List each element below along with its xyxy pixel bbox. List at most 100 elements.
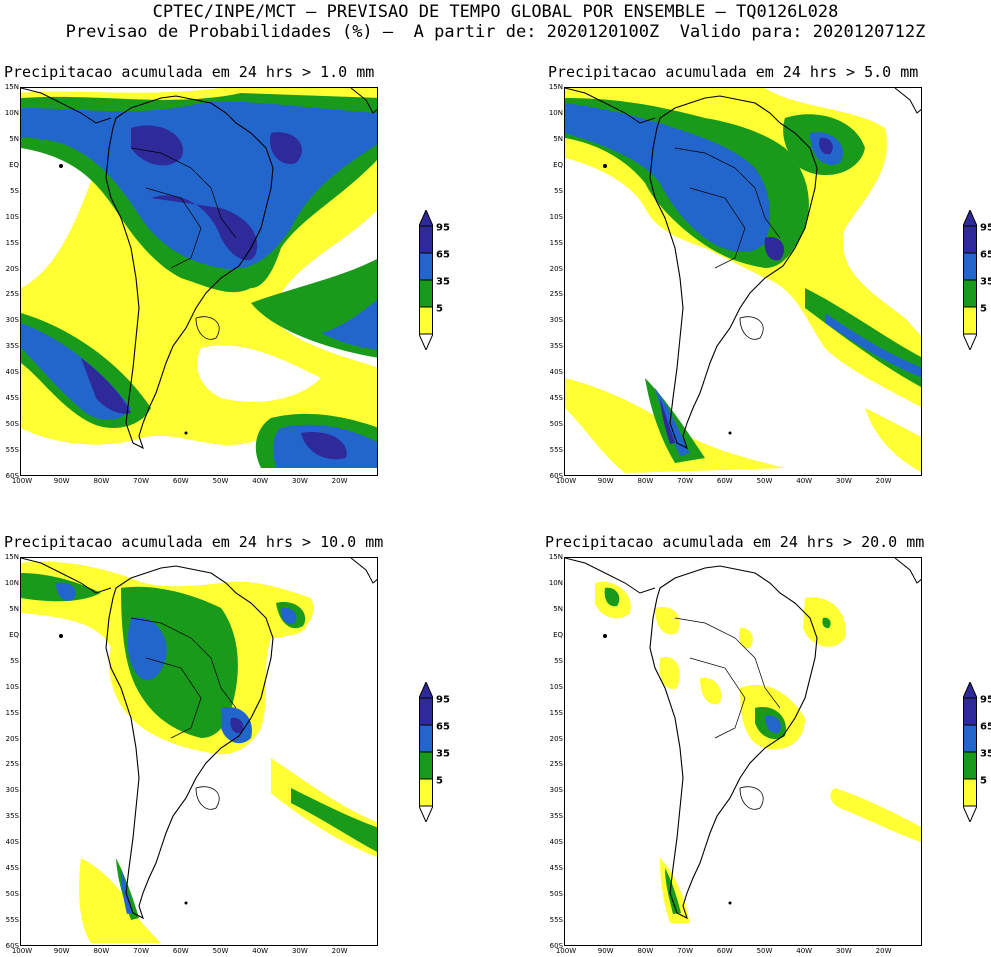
map-area	[20, 557, 378, 946]
lat-tick-label: 10S	[549, 682, 563, 691]
lat-tick-label: 5S	[554, 186, 563, 195]
colorbar-svg	[963, 682, 977, 822]
lat-tick-label: 25S	[5, 760, 19, 769]
lat-tick-label: 60S	[5, 472, 19, 480]
lat-tick-label: 30S	[5, 786, 19, 795]
lon-tick-label: 30W	[291, 477, 308, 485]
lat-tick-label: 5N	[9, 134, 19, 143]
colorbar-top-arrow	[963, 210, 977, 227]
lat-tick-label: EQ	[9, 160, 19, 169]
colorbar-segment	[963, 751, 977, 780]
lat-tick-label: 20S	[549, 734, 563, 743]
lat-tick-label: 15S	[549, 238, 563, 247]
lat-tick-label: 40S	[5, 368, 19, 377]
colorbar-label: 5	[980, 775, 987, 787]
colorbar-label: 35	[436, 276, 450, 288]
colorbar-segment	[419, 751, 433, 780]
lat-tick-label: 55S	[549, 446, 563, 455]
lon-tick-label: 80W	[637, 947, 654, 955]
lon-axis: 100W 90W 80W 70W 60W 50W 40W 30W 20W	[556, 947, 922, 957]
colorbar-bottom-arrow	[419, 333, 433, 350]
colorbar-top-arrow	[963, 682, 977, 699]
probability-map-svg	[21, 88, 377, 475]
lat-tick-label: 35S	[549, 342, 563, 351]
lat-tick-label: 15S	[549, 708, 563, 717]
lon-tick-label: 70W	[677, 477, 694, 485]
colorbar-segment	[419, 252, 433, 281]
panel-title: Precipitacao acumulada em 24 hrs > 5.0 m…	[548, 63, 919, 81]
lon-tick-label: 100W	[555, 477, 577, 485]
lat-tick-label: EQ	[9, 630, 19, 639]
lat-tick-label: 20S	[549, 264, 563, 273]
lon-tick-label: 100W	[11, 477, 33, 485]
probability-map-svg	[565, 558, 921, 945]
colorbar-segment	[963, 252, 977, 281]
lat-tick-label: 10S	[549, 212, 563, 221]
colorbar-svg	[419, 682, 433, 822]
lat-tick-label: 35S	[549, 812, 563, 821]
lon-tick-label: 60W	[716, 947, 733, 955]
lat-tick-label: 15N	[548, 83, 563, 91]
lon-tick-label: 40W	[796, 947, 813, 955]
colorbar-label: 35	[980, 276, 991, 288]
lat-tick-label: 5S	[10, 656, 19, 665]
colorbar-svg	[419, 210, 433, 350]
colorbar-svg	[963, 210, 977, 350]
lat-tick-label: 35S	[5, 342, 19, 351]
colorbar-label: 65	[436, 249, 450, 261]
lat-tick-label: 35S	[5, 812, 19, 821]
panel-title: Precipitacao acumulada em 24 hrs > 10.0 …	[4, 533, 384, 551]
colorbar-label: 95	[436, 222, 450, 234]
colorbar-segment	[419, 306, 433, 335]
lat-tick-label: 5N	[553, 604, 563, 613]
lon-tick-label: 50W	[756, 947, 773, 955]
lat-tick-label: 55S	[5, 446, 19, 455]
lat-tick-label: 50S	[5, 890, 19, 899]
colorbar-label: 35	[980, 748, 991, 760]
colorbar-label: 5	[980, 303, 987, 315]
lat-tick-label: 50S	[549, 420, 563, 429]
lat-tick-label: 10S	[5, 682, 19, 691]
lat-tick-label: 25S	[5, 290, 19, 299]
lon-tick-label: 90W	[597, 477, 614, 485]
colorbar-bottom-arrow	[963, 805, 977, 822]
colorbar: 95 65 35 5	[419, 210, 450, 350]
lat-tick-label: 55S	[549, 916, 563, 925]
colorbar-segment	[963, 778, 977, 807]
lon-tick-label: 20W	[875, 947, 892, 955]
lat-tick-label: 25S	[549, 760, 563, 769]
lat-tick-label: 50S	[5, 420, 19, 429]
lat-tick-label: 30S	[549, 316, 563, 325]
lon-tick-label: 30W	[835, 477, 852, 485]
lat-tick-label: 45S	[549, 864, 563, 873]
lon-tick-label: 100W	[555, 947, 577, 955]
lat-axis: 15N 10N 5N EQ 5S 10S 15S 20S 25S 30S 35S 40S 45S 50S 5…	[544, 83, 563, 480]
lat-axis: 15N 10N 5N EQ 5S 10S 15S 20S 25S 30S 35S 40S 45S 50S 5…	[544, 553, 563, 950]
panel-title: Precipitacao acumulada em 24 hrs > 1.0 m…	[4, 63, 375, 81]
lat-tick-label: 20S	[5, 264, 19, 273]
lon-axis: 100W 90W 80W 70W 60W 50W 40W 30W 20W	[12, 477, 378, 487]
lat-tick-label: 10N	[4, 578, 19, 587]
lat-tick-label: 15N	[548, 553, 563, 561]
colorbar-bottom-arrow	[963, 333, 977, 350]
lon-tick-label: 90W	[53, 477, 70, 485]
lon-tick-label: 80W	[637, 477, 654, 485]
colorbar-segment	[963, 306, 977, 335]
colorbar-segment	[963, 279, 977, 308]
lon-tick-label: 70W	[133, 947, 150, 955]
colorbar-label: 95	[436, 694, 450, 706]
lon-tick-label: 30W	[291, 947, 308, 955]
colorbar-segment	[419, 697, 433, 726]
lon-tick-label: 100W	[11, 947, 33, 955]
lon-tick-label: 30W	[835, 947, 852, 955]
lat-tick-label: 10N	[548, 578, 563, 587]
lon-tick-label: 20W	[331, 477, 348, 485]
lat-tick-label: 40S	[5, 838, 19, 847]
lat-tick-label: 15S	[5, 238, 19, 247]
lon-tick-label: 70W	[133, 477, 150, 485]
lat-axis: 15N 10N 5N EQ 5S 10S 15S 20S 25S 30S 35S 40S 45S 50S 5…	[0, 553, 19, 950]
colorbar-segment	[963, 225, 977, 254]
lon-tick-label: 40W	[796, 477, 813, 485]
lat-tick-label: 60S	[549, 942, 563, 950]
lon-tick-label: 80W	[93, 947, 110, 955]
